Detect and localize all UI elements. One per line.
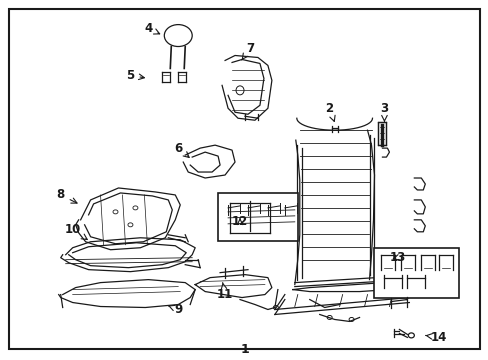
Text: 3: 3 — [380, 102, 388, 121]
Text: 13: 13 — [388, 251, 405, 264]
Text: 6: 6 — [174, 141, 189, 157]
Text: 12: 12 — [231, 215, 247, 228]
Text: 2: 2 — [325, 102, 334, 121]
Bar — [378, 122, 386, 145]
Text: 5: 5 — [126, 69, 144, 82]
Text: 1: 1 — [240, 343, 249, 356]
Bar — [374, 248, 458, 298]
Text: 11: 11 — [217, 283, 233, 301]
Text: 14: 14 — [425, 331, 447, 344]
Text: 9: 9 — [168, 303, 182, 316]
Text: 10: 10 — [64, 223, 87, 239]
Text: 8: 8 — [57, 188, 77, 203]
Text: 7: 7 — [241, 42, 254, 60]
Text: 4: 4 — [144, 22, 160, 35]
Bar — [218, 193, 297, 241]
